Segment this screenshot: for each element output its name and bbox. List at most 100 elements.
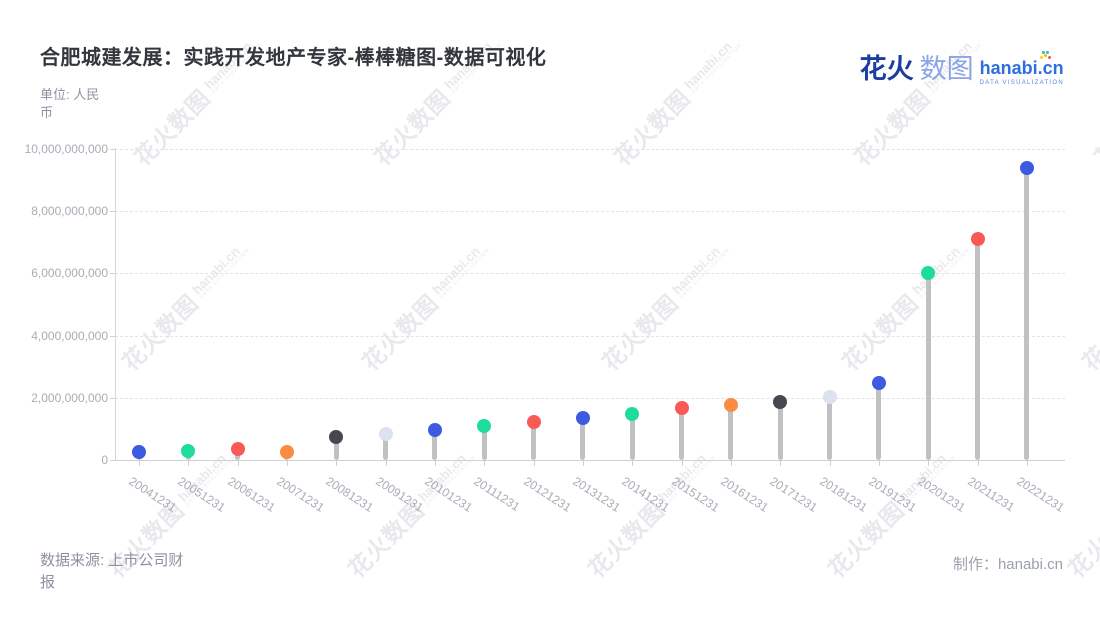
- lollipop-stem: [580, 418, 586, 460]
- watermark-cn-text: 花火数图: [837, 289, 924, 376]
- watermark-latin: hanabi.cn DATA VISUALIZATION: [669, 239, 731, 300]
- data-point-20081231[interactable]: [329, 429, 344, 444]
- unit-label: 单位: 人民币: [40, 87, 100, 121]
- y-axis-tick: [110, 397, 115, 399]
- data-point-20061231[interactable]: [230, 442, 245, 457]
- y-gridline: [115, 273, 1065, 275]
- watermark-en-text: hanabi.cn: [681, 38, 735, 93]
- data-point-20041231[interactable]: [132, 445, 146, 460]
- lollipop-stem: [975, 239, 981, 460]
- x-axis-label: 20191231: [866, 474, 919, 515]
- watermark-latin: hanabi.cn DATA VISUALIZATION: [429, 239, 491, 300]
- x-axis-tick: [829, 461, 831, 466]
- x-axis-label: 20091231: [373, 474, 426, 515]
- y-axis-line: [115, 148, 116, 460]
- data-source-note: 数据来源: 上市公司财报: [40, 552, 184, 591]
- x-axis-label: 20221231: [1014, 474, 1067, 515]
- x-axis-label: 20151231: [669, 474, 722, 515]
- y-gridline: [115, 211, 1065, 213]
- data-point-20211231[interactable]: [970, 232, 985, 247]
- lollipop-stem: [827, 397, 833, 460]
- data-point-20181231[interactable]: [822, 390, 837, 405]
- x-axis-label: 20101231: [422, 474, 475, 515]
- logo-domain-text: hanabi.cn: [979, 58, 1064, 78]
- x-axis-tick: [977, 461, 979, 466]
- x-axis-tick: [928, 461, 930, 466]
- x-axis-label: 20141231: [619, 474, 673, 515]
- y-axis-tick: [110, 335, 115, 337]
- data-point-20151231[interactable]: [674, 401, 689, 416]
- x-axis-label: 20081231: [323, 474, 377, 515]
- watermark-cn-text: 花火数图: [609, 84, 696, 171]
- logo-cn-bold-text: 花火: [859, 54, 914, 84]
- data-point-20141231[interactable]: [625, 406, 640, 421]
- y-axis-label: 2,000,000,000: [31, 390, 108, 405]
- data-point-20221231[interactable]: [1019, 160, 1034, 175]
- watermark-cn-text: 花火数图: [597, 289, 684, 376]
- data-point-20111231[interactable]: [477, 418, 492, 433]
- x-axis-tick: [582, 461, 584, 466]
- x-axis-label: 20051231: [175, 474, 229, 515]
- y-gridline: [115, 397, 1065, 399]
- y-axis-label: 10,000,000,000: [24, 142, 108, 156]
- data-point-20131231[interactable]: [575, 411, 590, 425]
- hanabi-logo: 花火 数图 hanabi.cn DATA VISUALIZATION: [859, 54, 1064, 86]
- x-axis-label: 20161231: [718, 474, 771, 515]
- data-point-20121231[interactable]: [526, 415, 541, 430]
- lollipop-stem: [432, 429, 438, 460]
- y-axis-label: 8,000,000,000: [31, 204, 108, 219]
- data-point-20201231[interactable]: [921, 266, 936, 281]
- x-axis-tick: [730, 461, 732, 466]
- lollipop-stem: [925, 273, 931, 460]
- x-axis-tick: [878, 461, 880, 466]
- watermark-en-text: hanabi.cn: [669, 243, 723, 298]
- data-point-20171231[interactable]: [773, 394, 788, 409]
- watermark-cn-text: 花火数图: [117, 289, 204, 376]
- lollipop-stem: [531, 422, 537, 460]
- y-axis-tick: [110, 460, 115, 461]
- credit-note: 制作：hanabi.cn: [952, 556, 1063, 573]
- watermark-latin: hanabi.cn DATA VISUALIZATION: [909, 239, 971, 300]
- lollipop-stem: [383, 433, 389, 460]
- x-axis-tick: [188, 461, 190, 466]
- x-axis-tick: [780, 461, 782, 466]
- data-point-20161231[interactable]: [723, 398, 738, 413]
- data-point-20101231[interactable]: [427, 422, 442, 437]
- y-axis-label: 4,000,000,000: [31, 328, 108, 343]
- x-axis-tick: [286, 461, 288, 466]
- x-axis-label: 20131231: [570, 474, 623, 515]
- watermark-cn-text: 花火数图: [849, 84, 936, 171]
- y-axis-label: 0: [101, 453, 108, 467]
- y-gridline: [115, 149, 1065, 150]
- lollipop-stem: [333, 436, 339, 460]
- lollipop-stem: [728, 405, 734, 460]
- y-axis-tick: [110, 149, 115, 150]
- data-point-20091231[interactable]: [378, 426, 393, 441]
- x-axis-tick: [434, 461, 436, 466]
- x-axis-label: 20211231: [964, 474, 1017, 515]
- chart-title: 合肥城建发展：实践开发地产专家-棒棒糖图-数据可视化: [40, 47, 547, 69]
- lollipop-stem: [629, 413, 635, 460]
- data-point-20191231[interactable]: [871, 376, 886, 391]
- x-axis-line: [115, 460, 1065, 461]
- y-axis-tick: [110, 211, 115, 213]
- y-axis-tick: [110, 273, 115, 275]
- watermark-cn-text: 花火数图: [1063, 496, 1100, 583]
- watermark-cn-text: 花火数图: [357, 289, 444, 376]
- lollipop-stem: [876, 383, 882, 460]
- data-point-20051231[interactable]: [181, 443, 196, 458]
- data-point-20071231[interactable]: [279, 444, 294, 459]
- watermark-latin: hanabi.cn DATA VISUALIZATION: [189, 239, 251, 300]
- x-axis-label: 20071231: [274, 474, 327, 515]
- watermark-en-text: hanabi.cn: [189, 243, 243, 298]
- watermark-en-text: hanabi.cn: [429, 243, 483, 298]
